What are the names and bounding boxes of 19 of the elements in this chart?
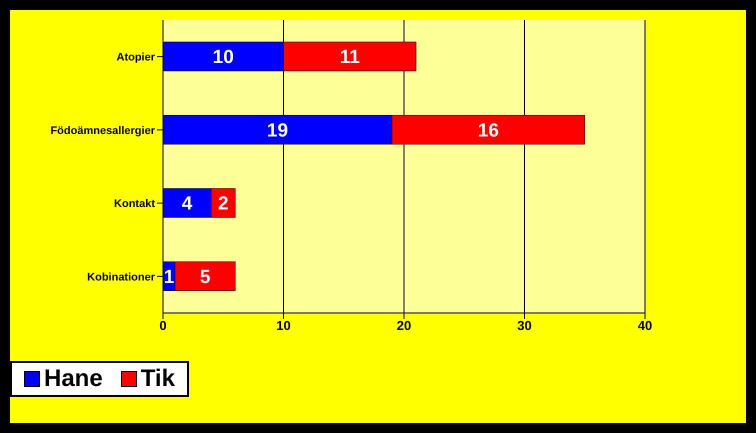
data-label: 19 <box>266 120 288 142</box>
x-tick-label: 20 <box>396 318 412 334</box>
y-tick-label: Födoämnesallergier <box>50 124 156 137</box>
data-label: 4 <box>182 194 193 215</box>
x-tick-label: 10 <box>276 318 291 334</box>
data-label: 16 <box>478 120 499 142</box>
legend-label: Tik <box>140 365 175 393</box>
data-label: 10 <box>212 47 234 68</box>
x-tick-label: 30 <box>517 318 532 334</box>
y-tick-label: Atopier <box>116 52 156 64</box>
data-label: 2 <box>218 194 229 215</box>
data-label: 5 <box>200 266 211 288</box>
x-tick-label: 40 <box>638 318 652 334</box>
y-tick-label: Kobinationer <box>87 271 156 284</box>
legend-label: Hane <box>43 365 103 393</box>
x-tick-label: 0 <box>159 318 167 334</box>
y-tick-label: Kontakt <box>114 198 156 210</box>
data-label: 11 <box>340 47 360 68</box>
data-label: 1 <box>164 266 175 288</box>
